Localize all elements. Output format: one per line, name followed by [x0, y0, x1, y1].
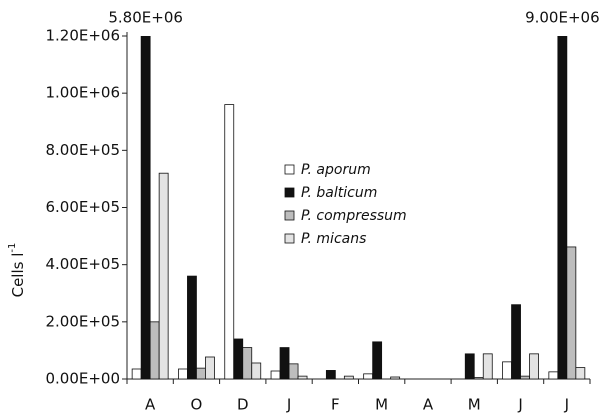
x-tick-label: J — [564, 396, 569, 414]
legend-label: P. aporum — [301, 162, 371, 178]
bar — [390, 376, 401, 380]
bar — [233, 338, 244, 380]
bar — [242, 347, 253, 380]
x-tick-label: D — [237, 396, 249, 414]
bar — [557, 36, 568, 380]
bar — [288, 363, 299, 380]
x-tick-label: J — [517, 396, 522, 414]
y-axis-label-text: Cells l — [9, 253, 27, 298]
bar — [548, 371, 559, 380]
bar — [575, 367, 586, 380]
bar — [566, 246, 577, 380]
bar — [325, 370, 336, 380]
x-tick-label: O — [191, 396, 203, 414]
legend-swatch — [284, 187, 295, 198]
legend-swatch — [284, 210, 295, 221]
bar — [205, 356, 215, 380]
bar — [363, 373, 374, 380]
y-axis-label-sup: -1 — [7, 243, 18, 253]
y-tick-label: 8.00E+05 — [45, 141, 120, 159]
bar — [511, 304, 521, 380]
bar — [473, 377, 484, 380]
bar — [464, 353, 475, 380]
bar — [140, 36, 151, 380]
bar — [372, 341, 383, 380]
bar — [196, 367, 206, 380]
bar — [297, 375, 308, 380]
value-label: 9.00E+06 — [525, 9, 600, 27]
plot-area — [131, 36, 586, 380]
bar — [520, 375, 530, 380]
bar — [270, 370, 281, 380]
x-tick-label: M — [375, 396, 388, 414]
bar — [343, 375, 354, 380]
legend-label: P. micans — [301, 231, 366, 247]
bar — [224, 104, 235, 380]
bar — [251, 362, 262, 380]
legend-swatch — [284, 164, 295, 175]
y-tick-label: 4.00E+05 — [45, 255, 120, 273]
bar — [482, 353, 493, 380]
y-tick-label: 2.00E+05 — [45, 312, 120, 330]
bar — [131, 368, 142, 380]
bar — [502, 361, 512, 380]
bar — [158, 172, 169, 380]
bar — [279, 347, 290, 380]
legend-swatch — [284, 233, 295, 244]
bar — [187, 275, 197, 380]
legend-label: P. balticum — [301, 185, 377, 201]
bar — [529, 353, 539, 380]
legend: P. aporum P. balticum P. compressum P. mica… — [284, 162, 407, 247]
y-tick-label: 1.00E+06 — [45, 84, 120, 102]
y-tick-label: 6.00E+05 — [45, 198, 120, 216]
x-tick-label: M — [468, 396, 481, 414]
x-tick-label: F — [331, 396, 340, 414]
x-tick-label: A — [423, 396, 434, 414]
x-tick-label: A — [145, 396, 156, 414]
bar — [149, 321, 160, 380]
y-tick-label: 1.20E+06 — [45, 27, 120, 45]
value-label: 5.80E+06 — [108, 9, 183, 27]
bar — [178, 368, 188, 380]
legend-label: P. compressum — [301, 208, 407, 224]
x-tick-label: J — [286, 396, 291, 414]
y-axis-label: Cells l-1 — [7, 243, 27, 298]
y-tick-label: 0.00E+00 — [45, 370, 120, 388]
